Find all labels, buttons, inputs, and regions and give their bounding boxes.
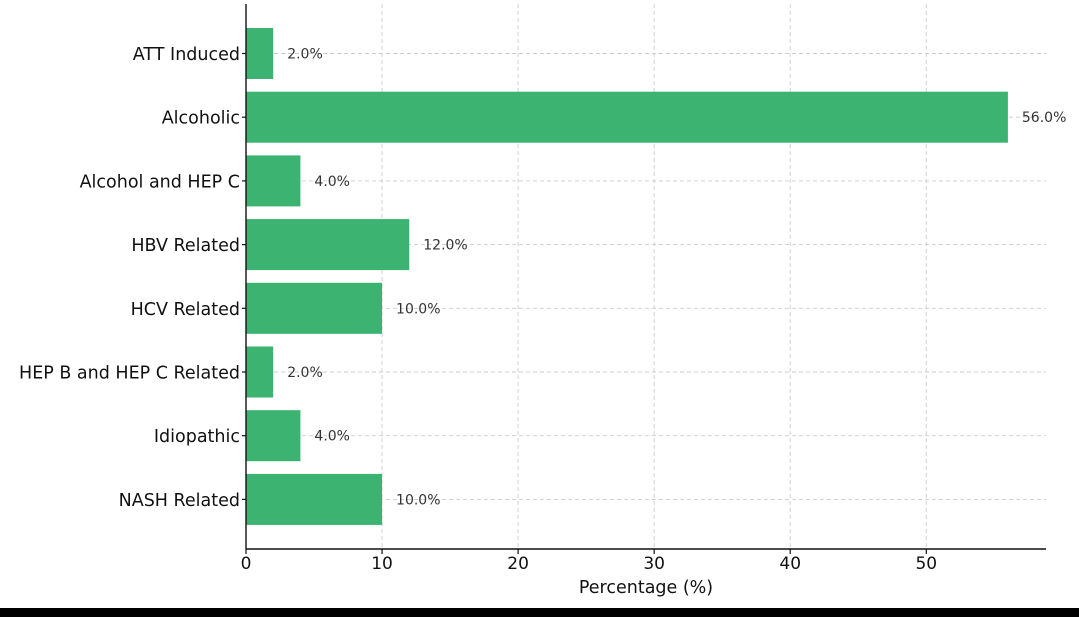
category-label: ATT Induced: [133, 45, 240, 65]
x-tick-label: 0: [241, 554, 252, 574]
category-label: Alcohol and HEP C: [80, 172, 240, 192]
category-label: HEP B and HEP C Related: [19, 364, 240, 384]
bar: [246, 473, 383, 525]
bar-value-label: 4.0%: [314, 174, 350, 190]
x-axis-label: Percentage (%): [579, 578, 713, 598]
axes: [242, 4, 1046, 554]
bar: [246, 219, 410, 271]
bottom-border: [0, 608, 1079, 617]
bars: [246, 28, 1008, 525]
bar-value-label: 10.0%: [396, 301, 440, 317]
bar: [246, 410, 301, 462]
bar: [246, 346, 274, 398]
x-tick-label: 10: [371, 554, 393, 574]
category-label: Alcoholic: [162, 109, 240, 129]
bar: [246, 155, 301, 207]
bar: [246, 91, 1008, 143]
x-tick-label: 40: [779, 554, 801, 574]
bar-value-label: 2.0%: [287, 365, 323, 381]
category-label: HCV Related: [131, 300, 240, 320]
grid-lines: [245, 4, 1046, 549]
bar-value-label: 10.0%: [396, 492, 440, 508]
category-label: Idiopathic: [154, 427, 240, 447]
bar-value-label: 56.0%: [1022, 110, 1066, 126]
bar: [246, 28, 274, 79]
bar: [246, 282, 383, 334]
bar-value-label: 4.0%: [314, 429, 350, 445]
bar-value-label: 2.0%: [287, 47, 323, 63]
x-tick-label: 30: [643, 554, 665, 574]
labels: 0 10 20 30 40 50 ATT Induced 2.0% Alcoholic 56.0%…: [19, 45, 1066, 574]
category-label: HBV Related: [131, 236, 240, 256]
x-tick-label: 50: [915, 554, 937, 574]
category-label: NASH Related: [119, 491, 240, 511]
bar-value-label: 12.0%: [423, 238, 467, 254]
x-tick-label: 20: [507, 554, 529, 574]
